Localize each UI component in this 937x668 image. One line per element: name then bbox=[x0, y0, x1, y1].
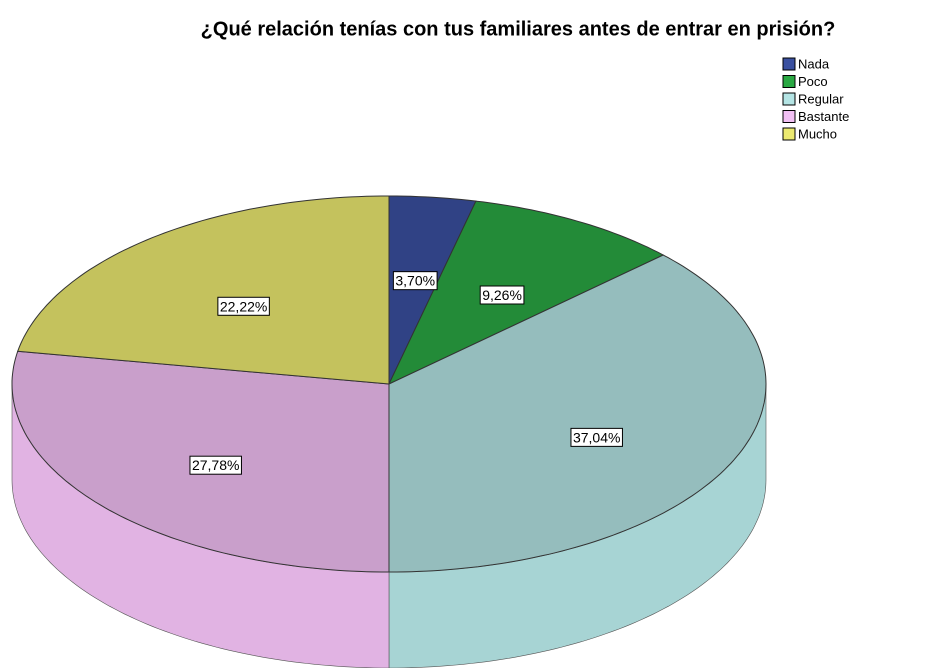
pie bbox=[11, 195, 767, 668]
legend: Nada Poco Regular Bastante Mucho bbox=[782, 56, 849, 141]
legend-label: Nada bbox=[798, 56, 830, 71]
legend-label: Poco bbox=[798, 74, 828, 89]
label-box bbox=[392, 271, 438, 291]
legend-label: Bastante bbox=[798, 109, 849, 124]
chart-title: ¿Qué relación tenías con tus familiares … bbox=[201, 18, 836, 40]
label-box bbox=[570, 427, 623, 447]
data-label: 27,78% bbox=[189, 455, 242, 475]
legend-label: Regular bbox=[798, 91, 844, 106]
slice bbox=[388, 254, 767, 573]
data-label: 9,26% bbox=[479, 285, 525, 305]
legend-swatch bbox=[782, 127, 796, 141]
label-box bbox=[217, 296, 270, 316]
legend-swatch bbox=[782, 57, 796, 71]
legend-swatch bbox=[782, 75, 796, 88]
label-text: 37,04% bbox=[573, 429, 620, 445]
data-label: 37,04% bbox=[570, 427, 623, 447]
legend-swatch bbox=[782, 110, 796, 123]
slice bbox=[387, 200, 665, 386]
data-label: 22,22% bbox=[217, 296, 270, 316]
legend-swatch bbox=[782, 92, 796, 106]
data-label: 3,70% bbox=[392, 271, 438, 291]
label-text: 9,26% bbox=[482, 287, 522, 303]
label-text: 3,70% bbox=[395, 273, 435, 289]
slice bbox=[16, 195, 390, 385]
label-box bbox=[479, 285, 525, 305]
label-text: 22,22% bbox=[220, 298, 267, 314]
label-box bbox=[189, 455, 242, 475]
label-text: 27,78% bbox=[192, 457, 239, 473]
data-labels: 3,70% 9,26% 37,04% 27,78% 22,22% bbox=[189, 271, 623, 475]
legend-label: Mucho bbox=[798, 126, 837, 141]
